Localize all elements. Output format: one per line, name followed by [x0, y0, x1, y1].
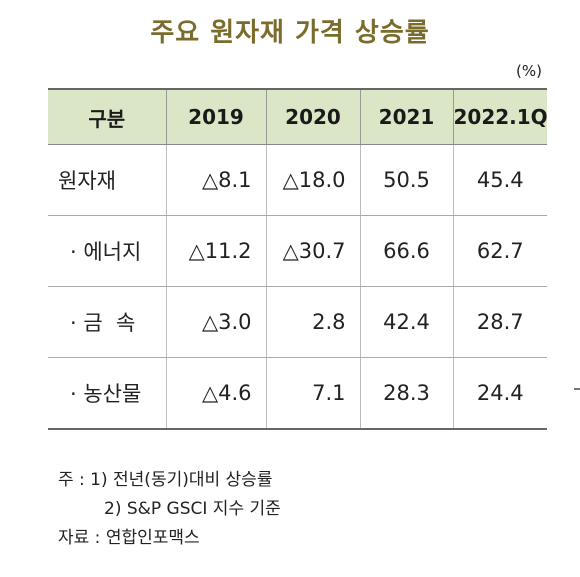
- row-label: · 금 속: [48, 286, 166, 358]
- cell-value: 28.3: [359, 357, 453, 430]
- cell-value: 24.4: [452, 357, 547, 430]
- header-row: 구분 2019 2020 2021 2022.1Q: [48, 88, 548, 145]
- page-title: 주요 원자재 가격 상승률: [150, 18, 430, 48]
- header-category: 구분: [48, 88, 166, 145]
- cell-value: △3.0: [165, 286, 266, 358]
- cell-value: 62.7: [452, 215, 547, 287]
- row-label: · 농산물: [48, 357, 166, 430]
- footnote-1: 주 : 1) 전년(동기)대비 상승률: [58, 470, 273, 490]
- cell-value: △11.2: [165, 215, 266, 287]
- header-2019: 2019: [165, 88, 266, 145]
- footnotes: 주 : 1) 전년(동기)대비 상승률 2) S&P GSCI 지수 기준 자료…: [58, 466, 281, 553]
- header-2020: 2020: [265, 88, 360, 145]
- cell-value: △30.7: [265, 215, 360, 287]
- header-2022-1q: 2022.1Q: [452, 88, 548, 145]
- unit-label: (%): [516, 62, 542, 80]
- cell-value: 28.7: [452, 286, 547, 358]
- table-row: · 농산물 △4.6 7.1 28.3 24.4: [48, 357, 547, 430]
- row-label: · 에너지: [48, 215, 166, 287]
- cell-value: 2.8: [265, 286, 360, 358]
- cell-value: 42.4: [359, 286, 453, 358]
- cell-value: △18.0: [265, 144, 360, 216]
- cell-value: △4.6: [165, 357, 266, 430]
- cell-value: 50.5: [359, 144, 453, 216]
- table-row: 원자재 △8.1 △18.0 50.5 45.4: [48, 144, 547, 216]
- header-2021: 2021: [359, 88, 453, 145]
- margin-mark: [574, 388, 580, 390]
- cell-value: △8.1: [165, 144, 266, 216]
- table-row: · 금 속 △3.0 2.8 42.4 28.7: [48, 286, 547, 358]
- cell-value: 66.6: [359, 215, 453, 287]
- price-table: 구분 2019 2020 2021 2022.1Q 원자재 △8.1 △18.0…: [48, 88, 548, 430]
- row-label: 원자재: [48, 144, 166, 216]
- footnote-2: 2) S&P GSCI 지수 기준: [104, 499, 281, 519]
- source-note: 자료 : 연합인포맥스: [58, 528, 200, 548]
- cell-value: 7.1: [265, 357, 360, 430]
- table-row: · 에너지 △11.2 △30.7 66.6 62.7: [48, 215, 547, 287]
- cell-value: 45.4: [452, 144, 547, 216]
